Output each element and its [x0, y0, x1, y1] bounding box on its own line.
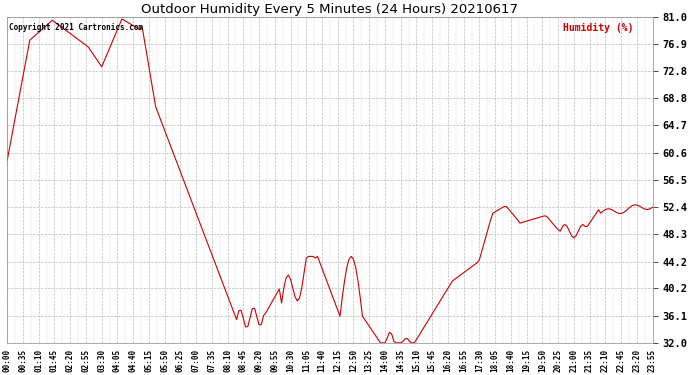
Title: Outdoor Humidity Every 5 Minutes (24 Hours) 20210617: Outdoor Humidity Every 5 Minutes (24 Hou… — [141, 3, 518, 16]
Text: Copyright 2021 Cartronics.com: Copyright 2021 Cartronics.com — [8, 24, 143, 33]
Text: Humidity (%): Humidity (%) — [562, 24, 633, 33]
